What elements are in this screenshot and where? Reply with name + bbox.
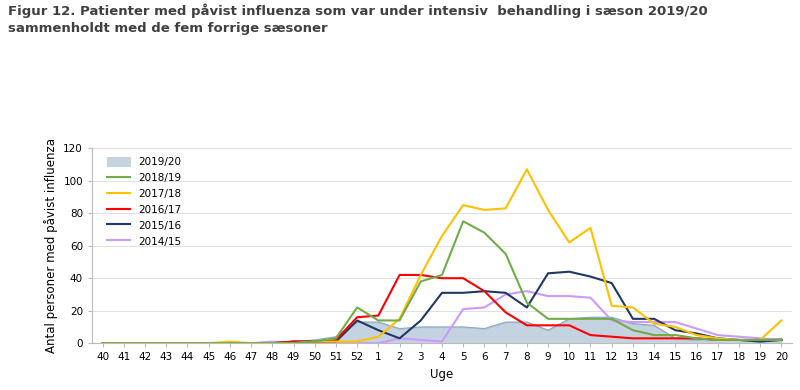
Legend: 2019/20, 2018/19, 2017/18, 2016/17, 2015/16, 2014/15: 2019/20, 2018/19, 2017/18, 2016/17, 2015… [104,153,185,250]
Text: Figur 12. Patienter med påvist influenza som var under intensiv  behandling i sæ: Figur 12. Patienter med påvist influenza… [8,4,708,35]
Y-axis label: Antal personer med påvist influenza: Antal personer med påvist influenza [44,138,58,353]
X-axis label: Uge: Uge [430,368,454,381]
